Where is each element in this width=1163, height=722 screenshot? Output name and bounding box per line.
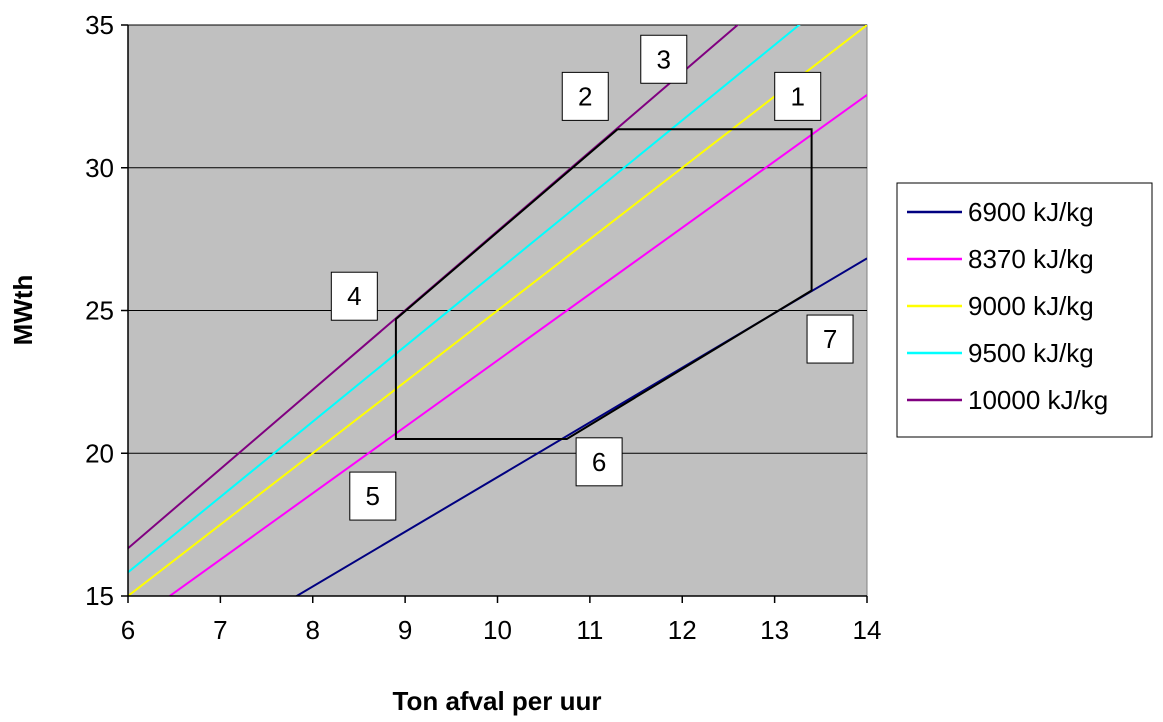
annotation-box bbox=[575, 437, 623, 487]
x-tick-label: 7 bbox=[213, 615, 227, 645]
legend-label: 9500 kJ/kg bbox=[968, 338, 1094, 368]
envelope-line bbox=[394, 128, 813, 440]
y-tick-label: 20 bbox=[85, 438, 114, 468]
annotation-6: 6 bbox=[575, 437, 623, 487]
annotation-1: 1 bbox=[774, 71, 822, 121]
x-tick-label: 6 bbox=[121, 615, 135, 645]
x-axis-title: Ton afval per uur bbox=[393, 686, 602, 716]
x-tick-label: 11 bbox=[576, 615, 603, 645]
annotations: 1 2 3 4 5 6 7 bbox=[330, 34, 854, 521]
legend-item-3: 9500 kJ/kg bbox=[907, 338, 1094, 368]
y-tick-label: 25 bbox=[85, 296, 114, 326]
y-tick-label: 30 bbox=[85, 153, 114, 183]
legend-box bbox=[896, 182, 1153, 438]
annotation-label: 1 bbox=[790, 81, 804, 111]
annotation-box bbox=[640, 34, 688, 84]
annotation-box bbox=[330, 271, 378, 321]
x-tick-label: 14 bbox=[853, 615, 882, 645]
y-tick-label: 35 bbox=[85, 10, 114, 40]
x-tick-label: 8 bbox=[306, 615, 320, 645]
annotation-label: 2 bbox=[578, 81, 592, 111]
legend-item-2: 9000 kJ/kg bbox=[907, 291, 1094, 321]
y-axis-ticks: 15 20 25 30 35 bbox=[85, 10, 128, 611]
annotation-7: 7 bbox=[806, 314, 854, 364]
annotation-4: 4 bbox=[330, 271, 378, 321]
x-axis-ticks: 6 7 8 9 10 11 12 13 14 bbox=[121, 596, 882, 645]
series-line-2 bbox=[128, 25, 867, 596]
legend-item-4: 10000 kJ/kg bbox=[907, 385, 1108, 415]
x-tick-label: 12 bbox=[668, 615, 697, 645]
operating-envelope bbox=[394, 128, 813, 440]
annotation-box bbox=[806, 314, 854, 364]
annotation-label: 4 bbox=[347, 281, 361, 311]
legend-item-0: 6900 kJ/kg bbox=[907, 197, 1094, 227]
annotation-box bbox=[561, 71, 609, 121]
legend-label: 6900 kJ/kg bbox=[968, 197, 1094, 227]
annotation-box bbox=[774, 71, 822, 121]
y-axis-title: MWth bbox=[8, 275, 38, 346]
annotation-3: 3 bbox=[640, 34, 688, 84]
annotation-label: 5 bbox=[366, 481, 380, 511]
legend-label: 9000 kJ/kg bbox=[968, 291, 1094, 321]
legend: 6900 kJ/kg 8370 kJ/kg 9000 kJ/kg 9500 kJ/kg… bbox=[896, 182, 1153, 438]
legend-label: 10000 kJ/kg bbox=[968, 385, 1108, 415]
annotation-2: 2 bbox=[561, 71, 609, 121]
x-tick-label: 10 bbox=[483, 615, 512, 645]
series-line-1 bbox=[168, 94, 867, 596]
legend-item-1: 8370 kJ/kg bbox=[907, 244, 1094, 274]
annotation-label: 7 bbox=[823, 324, 837, 354]
annotation-label: 3 bbox=[657, 44, 671, 74]
x-tick-label: 9 bbox=[398, 615, 412, 645]
y-tick-label: 15 bbox=[85, 581, 114, 611]
annotation-5: 5 bbox=[349, 471, 397, 521]
annotation-box bbox=[349, 471, 397, 521]
series-line-3 bbox=[128, 25, 801, 574]
x-tick-label: 13 bbox=[760, 615, 789, 645]
legend-label: 8370 kJ/kg bbox=[968, 244, 1094, 274]
annotation-label: 6 bbox=[592, 447, 606, 477]
